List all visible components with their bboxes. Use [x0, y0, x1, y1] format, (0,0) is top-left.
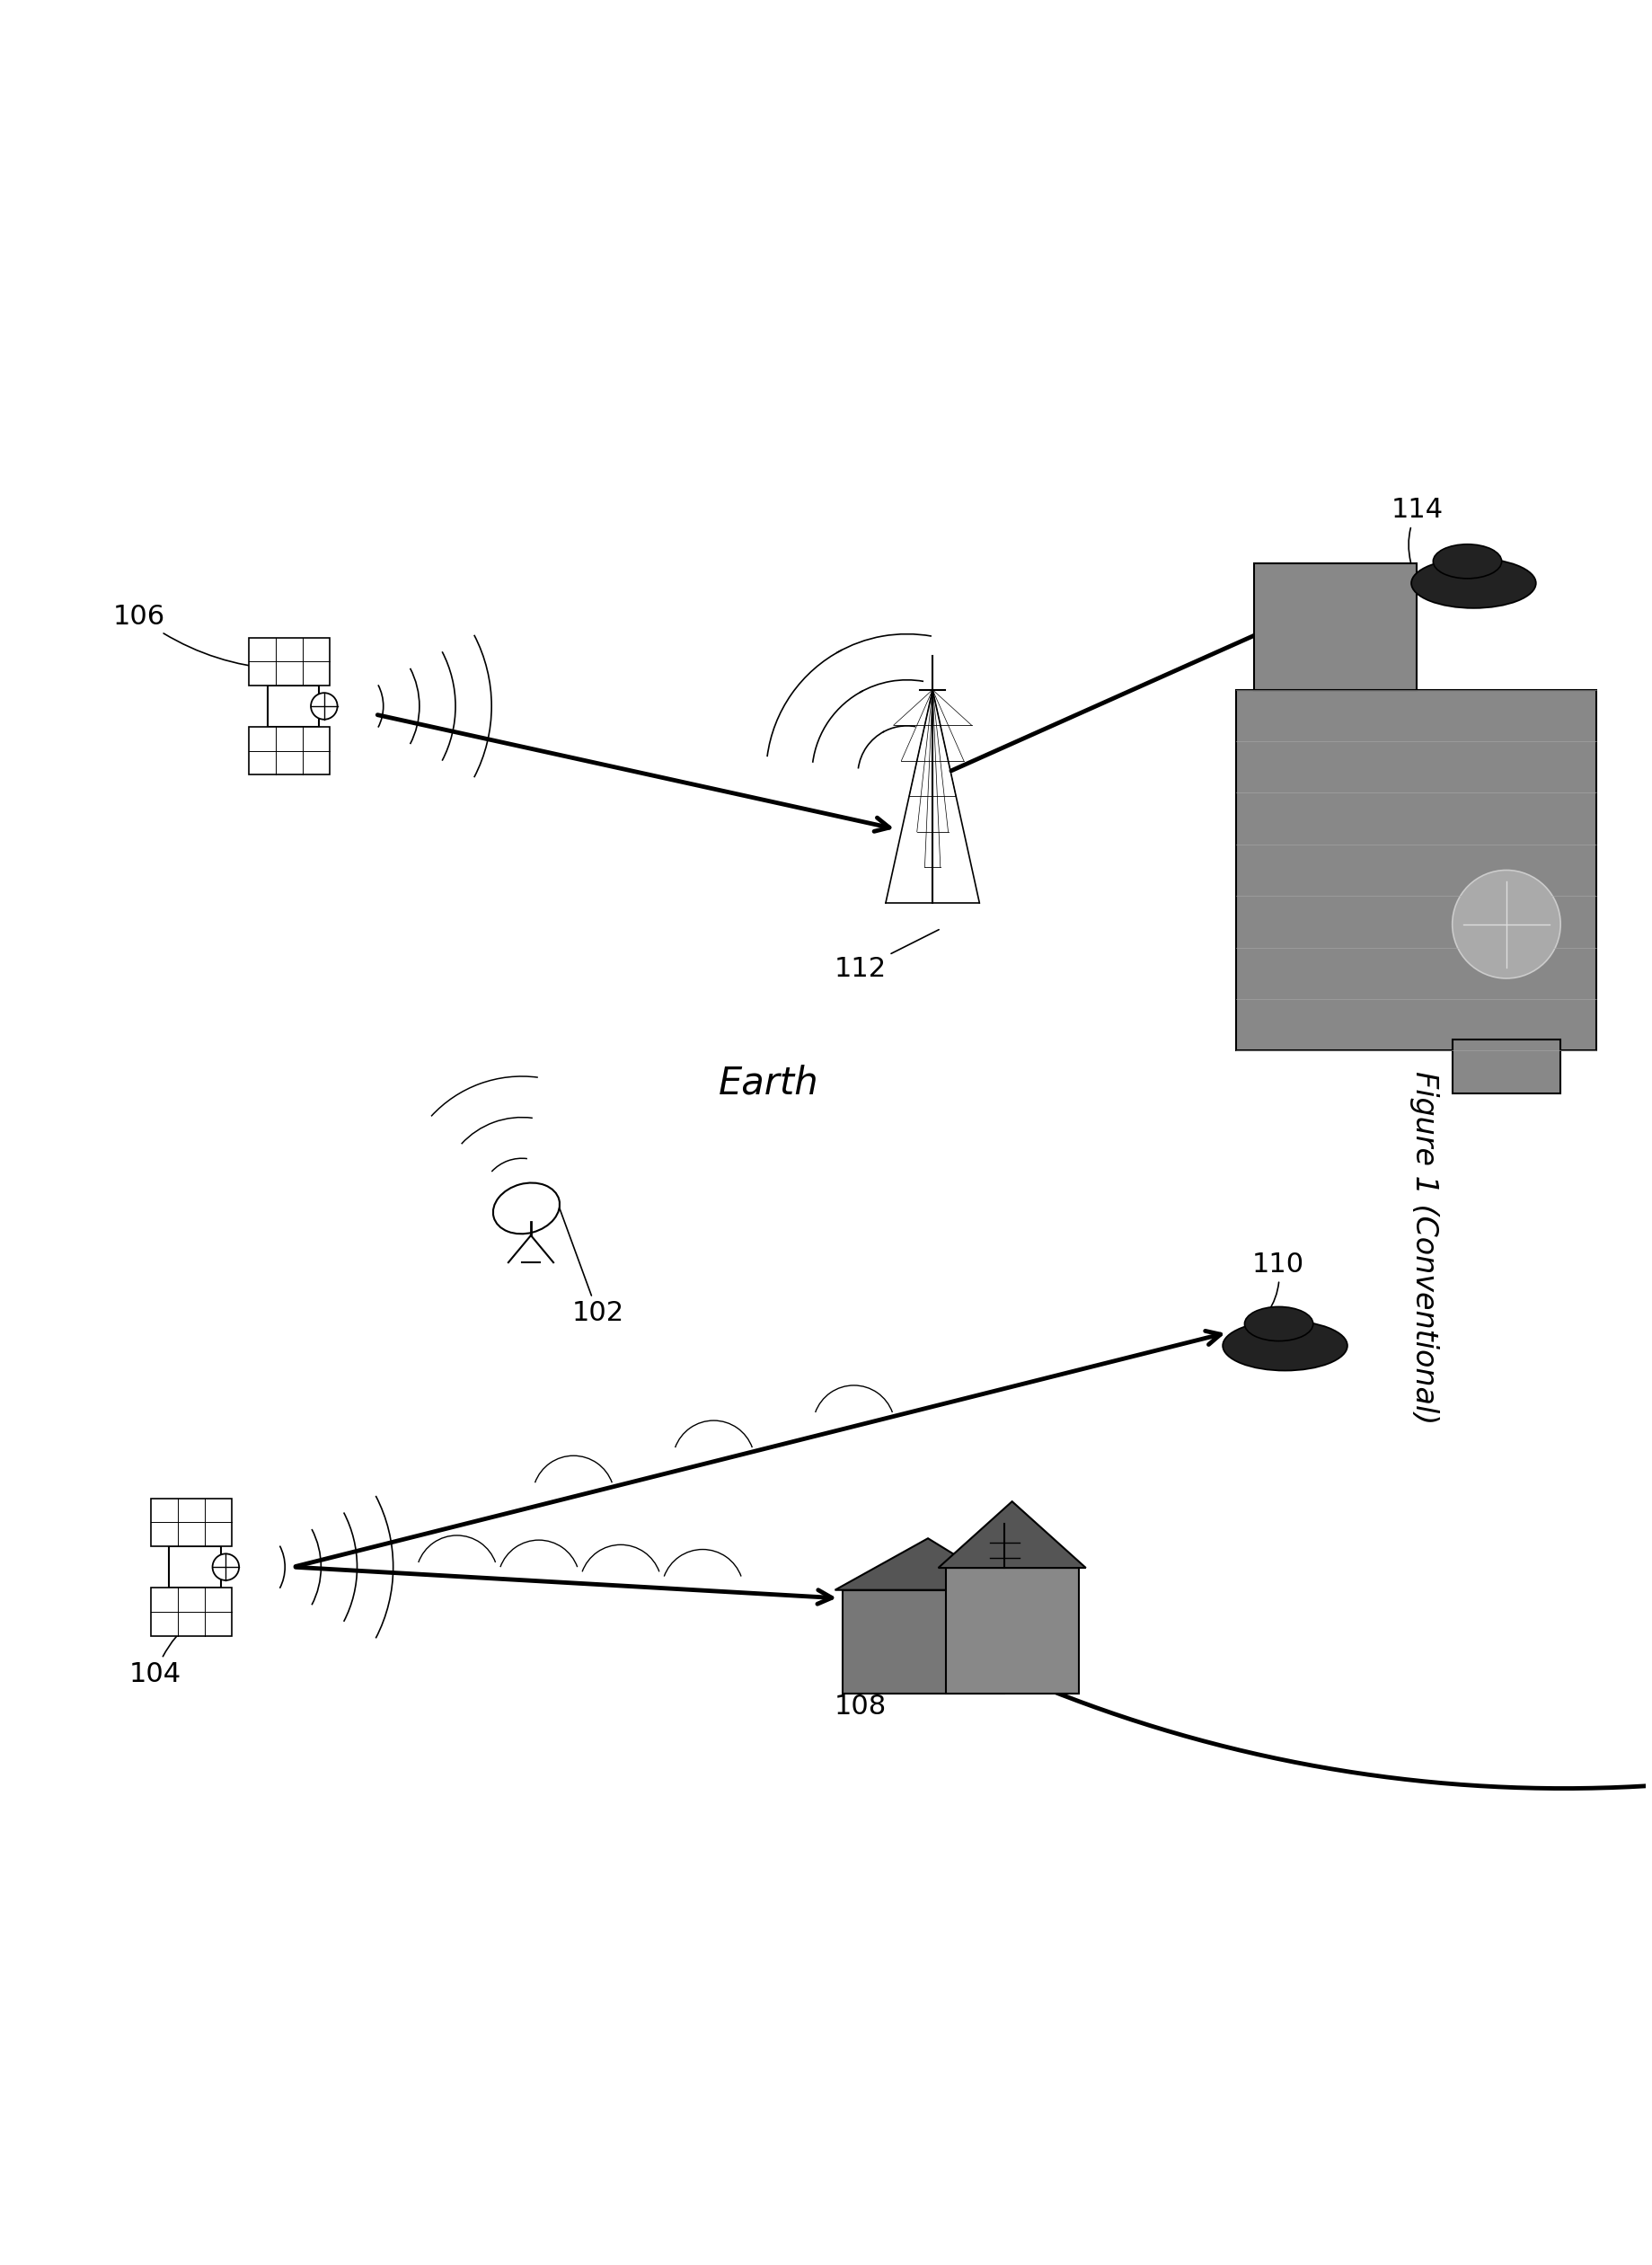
Text: 102: 102	[558, 1207, 624, 1327]
Bar	[150, 1499, 231, 1547]
Text: Earth: Earth	[719, 1065, 819, 1103]
Bar	[843, 1590, 1004, 1694]
Text: 106: 106	[112, 602, 276, 668]
Bar	[150, 1588, 231, 1635]
Ellipse shape	[1244, 1307, 1313, 1341]
Ellipse shape	[1411, 557, 1536, 607]
Ellipse shape	[1222, 1320, 1348, 1370]
Text: 112: 112	[834, 929, 938, 983]
Ellipse shape	[492, 1182, 560, 1234]
Bar	[1254, 564, 1416, 691]
Text: Figure 1 (Conventional): Figure 1 (Conventional)	[1409, 1071, 1439, 1425]
Text: 104: 104	[129, 1619, 193, 1687]
Text: 108: 108	[834, 1667, 900, 1719]
Bar	[945, 1567, 1079, 1694]
Bar	[249, 636, 330, 686]
Polygon shape	[938, 1502, 1085, 1567]
Bar	[268, 686, 319, 727]
Polygon shape	[834, 1538, 1013, 1590]
Bar	[249, 727, 330, 775]
Circle shape	[311, 693, 337, 720]
Bar	[169, 1547, 221, 1588]
Bar	[1452, 1040, 1561, 1094]
Text: 114: 114	[1391, 496, 1444, 562]
Bar	[1236, 691, 1596, 1051]
Circle shape	[213, 1554, 240, 1581]
Circle shape	[1452, 870, 1561, 978]
Ellipse shape	[1434, 544, 1502, 578]
Text: 110: 110	[1252, 1250, 1305, 1311]
